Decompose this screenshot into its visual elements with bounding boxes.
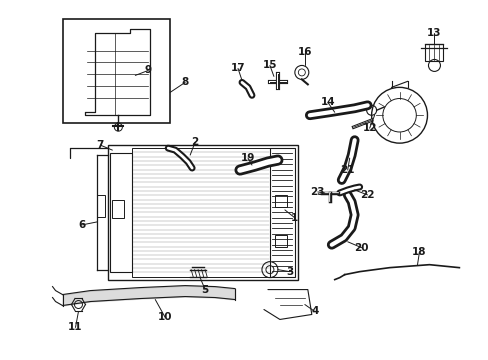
Text: 14: 14 [320,97,334,107]
Bar [269,148,294,276]
Bar [97,195,105,217]
Text: 11: 11 [68,323,82,332]
Bar [112,200,124,218]
Bar [274,195,286,207]
Text: 4: 4 [310,306,318,316]
Bar [108,145,297,280]
Text: 22: 22 [360,190,374,200]
Text: 9: 9 [144,66,152,76]
Text: 20: 20 [354,243,368,253]
Text: 23: 23 [310,187,325,197]
Text: 3: 3 [285,267,293,276]
Text: 6: 6 [79,220,86,230]
Text: 8: 8 [181,77,188,87]
Text: 19: 19 [240,153,255,163]
Text: 7: 7 [97,140,104,150]
Text: 1: 1 [291,213,298,223]
Bar [274,235,286,247]
Text: 18: 18 [411,247,426,257]
Text: 2: 2 [191,137,198,147]
Bar [132,148,269,276]
Text: 12: 12 [362,123,376,133]
Text: 17: 17 [230,63,245,73]
Bar [110,153,132,272]
Bar [62,19,170,123]
Bar [425,44,443,62]
Text: 5: 5 [201,284,208,294]
Text: 21: 21 [340,165,354,175]
Text: 16: 16 [297,48,311,58]
Text: 15: 15 [262,60,277,71]
Text: 13: 13 [427,28,441,37]
Text: 10: 10 [158,312,172,323]
